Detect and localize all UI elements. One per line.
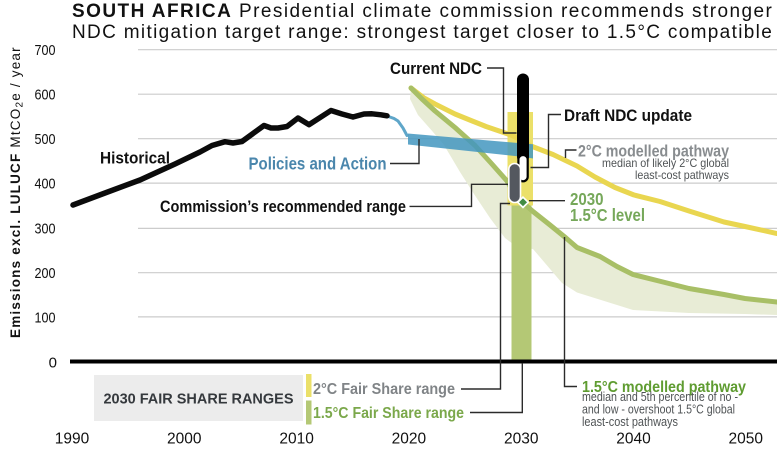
svg-text:Policies and Action: Policies and Action xyxy=(249,154,387,174)
svg-text:SOUTH AFRICA Presidential clim: SOUTH AFRICA Presidential climate commis… xyxy=(72,1,773,22)
svg-text:least-cost pathways: least-cost pathways xyxy=(582,415,678,429)
svg-text:400: 400 xyxy=(35,176,56,193)
svg-text:and low - overshoot 1.5°C glob: and low - overshoot 1.5°C global xyxy=(582,403,735,417)
svg-text:2040: 2040 xyxy=(616,431,651,448)
svg-text:0: 0 xyxy=(49,355,57,372)
svg-text:1990: 1990 xyxy=(55,431,90,448)
svg-text:median and 5th percentile of n: median and 5th percentile of no - xyxy=(582,390,738,404)
svg-text:700: 700 xyxy=(35,42,56,59)
svg-text:Emissions excl. LULUCF MtCO2e: Emissions excl. LULUCF MtCO2e / year xyxy=(8,46,26,338)
svg-text:2000: 2000 xyxy=(167,431,202,448)
svg-text:1.5°C modelled pathway: 1.5°C modelled pathway xyxy=(582,379,746,396)
svg-text:NDC mitigation target range: s: NDC mitigation target range: strongest t… xyxy=(72,22,773,43)
svg-text:Draft NDC update: Draft NDC update xyxy=(564,106,692,125)
svg-text:2030: 2030 xyxy=(570,189,604,209)
svg-text:2010: 2010 xyxy=(279,431,314,448)
svg-text:1.5°C level: 1.5°C level xyxy=(570,205,645,225)
svg-text:2020: 2020 xyxy=(392,431,427,448)
svg-text:500: 500 xyxy=(35,131,56,148)
svg-text:Historical: Historical xyxy=(100,150,170,168)
svg-text:2030 FAIR SHARE RANGES: 2030 FAIR SHARE RANGES xyxy=(104,391,294,408)
svg-text:300: 300 xyxy=(35,221,56,238)
svg-text:least-cost pathways: least-cost pathways xyxy=(635,168,729,182)
svg-text:Commission’s recommended range: Commission’s recommended range xyxy=(160,198,406,216)
svg-text:2050: 2050 xyxy=(729,431,764,448)
svg-text:200: 200 xyxy=(35,265,56,282)
svg-text:600: 600 xyxy=(35,87,56,104)
svg-text:2°C modelled pathway: 2°C modelled pathway xyxy=(578,143,730,161)
svg-text:1.5°C Fair Share range: 1.5°C Fair Share range xyxy=(313,405,464,422)
svg-text:median of likely 2°C global: median of likely 2°C global xyxy=(602,156,729,170)
svg-text:Current NDC: Current NDC xyxy=(390,59,482,78)
svg-text:100: 100 xyxy=(35,310,56,327)
svg-text:2°C Fair Share range: 2°C Fair Share range xyxy=(313,381,455,398)
svg-text:2030: 2030 xyxy=(504,431,539,448)
